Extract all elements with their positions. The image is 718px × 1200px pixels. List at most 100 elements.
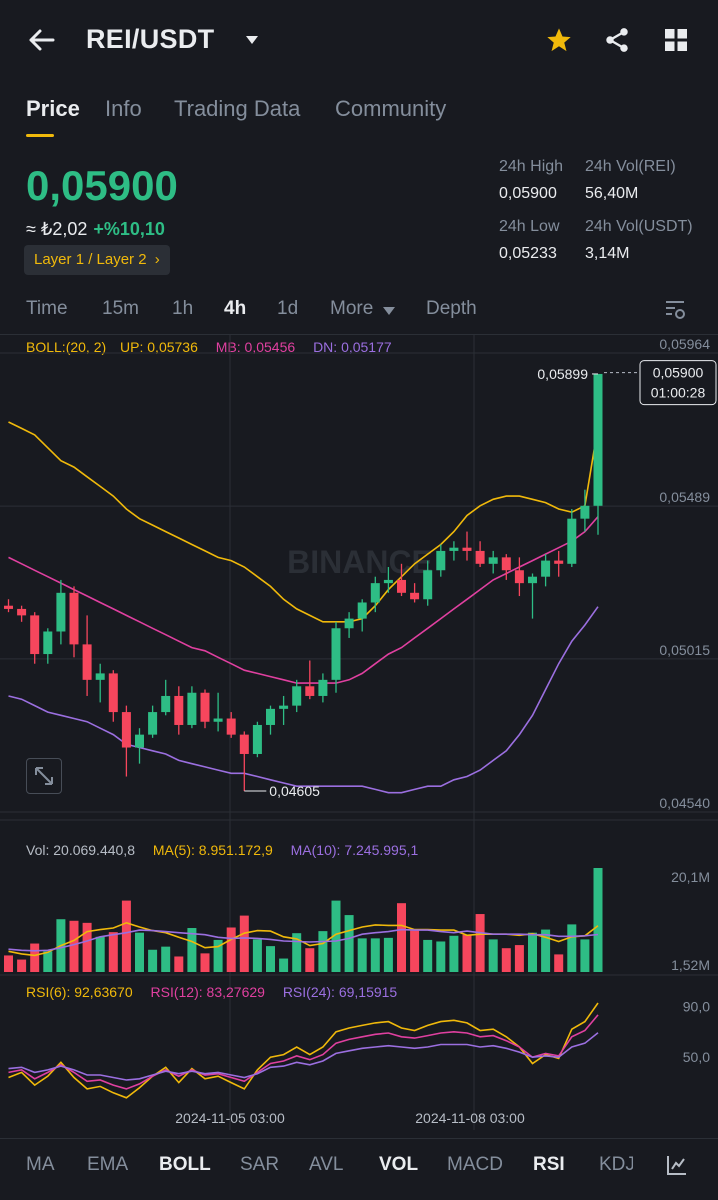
price-axis: 0,05964 0,05489 0,05015 0,04540 [659, 336, 710, 811]
price-axis-label: 0,05489 [659, 489, 710, 505]
candlestick-chart[interactable]: BINANCE 0,05964 0,05489 0,05015 0,04540 0,0… [0, 335, 718, 1145]
ind-tab-avl[interactable]: AVL [309, 1154, 344, 1175]
back-button[interactable] [26, 26, 56, 54]
category-tag[interactable]: Layer 1 / Layer 2 › [24, 245, 170, 275]
candle-body [226, 718, 236, 735]
ind-tab-sar[interactable]: SAR [240, 1154, 280, 1175]
candle-body [213, 718, 223, 722]
volume-bar [226, 927, 236, 972]
candle-body [331, 628, 341, 680]
tab-info[interactable]: Info [105, 96, 142, 121]
candle-body [449, 547, 459, 551]
candle [252, 721, 262, 758]
candle-body [554, 560, 564, 564]
candle-body [252, 724, 262, 754]
tab-trading-data[interactable]: Trading Data [174, 96, 301, 121]
candle-body [4, 605, 13, 609]
candle [108, 670, 118, 722]
volume-bar [292, 933, 302, 972]
candle [397, 563, 406, 597]
indicator-settings-button[interactable] [666, 1154, 688, 1181]
category-tag-label: Layer 1 / Layer 2 [34, 251, 147, 268]
price-axis-label: 0,05015 [659, 642, 710, 658]
expand-icon [35, 767, 53, 785]
ind-tab-kdj[interactable]: KDJ [599, 1154, 633, 1175]
volume-bar [318, 931, 328, 972]
boll-legend: BOLL:(20, 2) UP: 0,05736 MB: 0,05456 DN:… [26, 339, 392, 355]
pair-dropdown-icon[interactable] [244, 33, 260, 51]
ind-tab-rsi[interactable]: RSI [533, 1154, 565, 1175]
volume-bar [436, 941, 446, 972]
candle-body [148, 712, 158, 735]
high-value: 0,05900 [499, 185, 557, 202]
favorite-star-icon[interactable] [545, 26, 573, 59]
interval-4h[interactable]: 4h [224, 298, 247, 319]
candle [344, 612, 354, 638]
rsi6-line [8, 1002, 599, 1099]
interval-15m[interactable]: 15m [102, 298, 139, 319]
candle-body [305, 686, 315, 696]
candle [554, 550, 564, 577]
vol-rei-label: 24h Vol(REI) [585, 158, 676, 175]
volume-bar [108, 932, 118, 972]
vol-rei-value: 56,40M [585, 185, 639, 202]
share-icon[interactable] [603, 26, 631, 59]
candle-body [30, 615, 40, 655]
vol-legend: Vol: 20.069.440,8 MA(5): 8.951.172,9 MA(… [26, 842, 418, 858]
tab-community[interactable]: Community [335, 96, 447, 121]
interval-more[interactable]: More [330, 298, 374, 319]
grid-menu-icon[interactable] [664, 28, 688, 57]
candle [292, 679, 302, 713]
ind-tab-macd[interactable]: MACD [447, 1154, 503, 1175]
interval-1d[interactable]: 1d [277, 298, 299, 319]
candle [226, 712, 236, 738]
ind-tab-vol[interactable]: VOL [379, 1154, 419, 1175]
volume-bar [331, 900, 341, 972]
price-markers: 0,05899 0,04605 0,05900 01:00:28 [244, 360, 717, 799]
candle [593, 373, 603, 535]
ind-tab-ma[interactable]: MA [26, 1154, 55, 1175]
interval-depth[interactable]: Depth [426, 298, 477, 319]
volume-bar [148, 949, 158, 972]
vol-value: Vol: 20.069.440,8 [26, 842, 135, 858]
tab-price[interactable]: Price [26, 96, 80, 121]
candle [43, 628, 53, 664]
candle [121, 705, 131, 777]
candle [449, 541, 459, 561]
local-price: ≈ ₺2,02 [26, 219, 88, 239]
candle [30, 612, 40, 664]
candle-body [266, 708, 275, 725]
candle-body [383, 579, 393, 584]
rsi24-value: RSI(24): 69,15915 [282, 984, 398, 1000]
candle-body [397, 579, 406, 593]
candle [161, 679, 171, 716]
low-label: 24h Low [499, 218, 560, 235]
candle [56, 579, 66, 645]
candle-body [292, 686, 302, 706]
candle-body [370, 583, 380, 603]
chevron-right-icon: › [154, 251, 160, 268]
ind-tab-ema[interactable]: EMA [87, 1154, 129, 1175]
candle [462, 531, 472, 561]
interval-1h[interactable]: 1h [172, 298, 194, 319]
candle-body [462, 547, 472, 551]
candle-body [423, 570, 433, 600]
last-price-label: 0,05900 [653, 365, 704, 381]
volume-bars [4, 868, 603, 972]
volume-bar [423, 939, 433, 972]
boll-dn-line [8, 606, 599, 794]
ind-tab-boll[interactable]: BOLL [159, 1154, 211, 1175]
candle [383, 567, 393, 593]
expand-chart-button[interactable] [26, 758, 62, 794]
candle [436, 544, 446, 577]
candle [213, 692, 223, 732]
chart-settings-icon[interactable] [663, 298, 687, 327]
price-axis-label: 0,05964 [659, 336, 710, 352]
interval-time[interactable]: Time [26, 298, 68, 319]
candle-body [318, 679, 328, 696]
volume-bar [252, 939, 262, 972]
candle [370, 576, 380, 613]
more-dropdown-icon[interactable] [381, 304, 397, 322]
back-arrow-icon [29, 29, 55, 51]
pair-title[interactable]: REI/USDT [86, 24, 215, 54]
